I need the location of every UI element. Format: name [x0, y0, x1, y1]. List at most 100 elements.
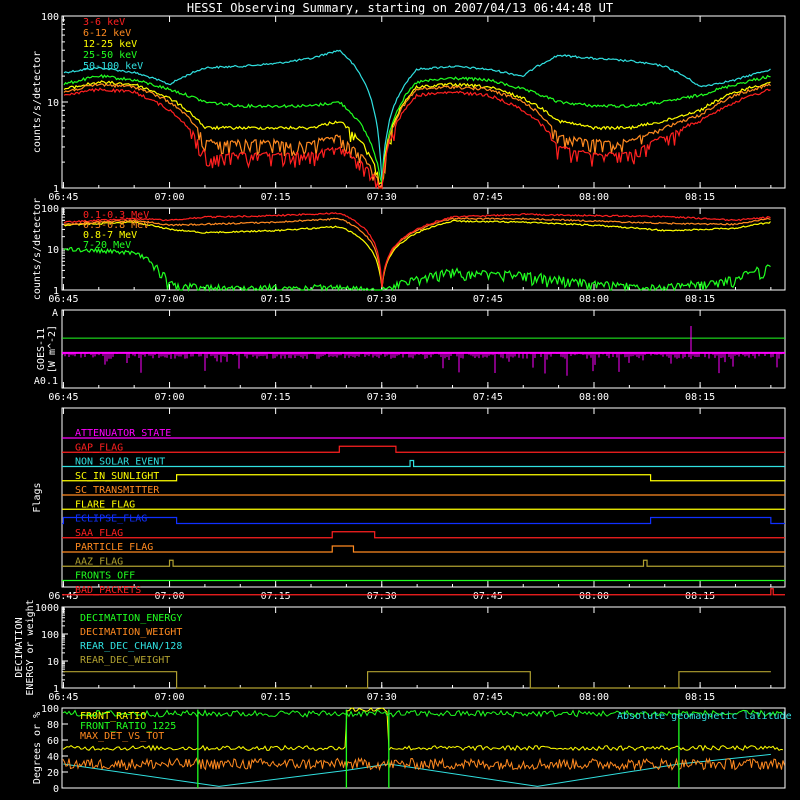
x-tick-label: 07:45 — [473, 392, 503, 403]
y-tick-label: 10 — [47, 657, 59, 668]
x-tick-label: 08:15 — [685, 692, 715, 703]
x-tick-label: 07:45 — [473, 692, 503, 703]
x-tick-label: 08:00 — [579, 591, 609, 602]
flag-label: PARTICLE_FLAG — [75, 542, 153, 553]
x-tick-label: 07:15 — [261, 192, 291, 203]
legend-entry: MAX_DET_VS_TOT — [80, 731, 164, 742]
x-tick-label: 08:00 — [579, 692, 609, 703]
x-tick-label: 07:15 — [261, 392, 291, 403]
y-tick-label: 100 — [41, 204, 59, 215]
flag-label: BAD_PACKETS — [75, 585, 141, 596]
y-tick-label: 10 — [47, 245, 59, 256]
series-line — [63, 246, 771, 293]
y-tick-label: 100 — [41, 12, 59, 23]
x-tick-label: 08:00 — [579, 392, 609, 403]
x-tick-label: 07:00 — [154, 294, 184, 305]
x-tick-label: 06:45 — [48, 591, 78, 602]
x-tick-label: 06:45 — [48, 392, 78, 403]
y-tick-label: 1 — [53, 184, 59, 195]
x-tick-label: 08:15 — [685, 294, 715, 305]
x-tick-label: 07:45 — [473, 192, 503, 203]
x-tick-label: 08:00 — [579, 192, 609, 203]
y-tick-label: 1 — [53, 286, 59, 297]
series-line — [62, 709, 784, 718]
y-axis-label: counts/s/detector — [32, 198, 43, 300]
legend-entry: 50-100 keV — [83, 61, 143, 72]
x-tick-label: 06:45 — [48, 192, 78, 203]
y-tick-label: 60 — [47, 736, 59, 747]
y-tick-label: 1 — [53, 684, 59, 695]
y-axis-label: Degrees or % — [32, 712, 43, 784]
legend-entry: REAR_DEC_CHAN/128 — [80, 641, 182, 652]
series-line — [63, 49, 771, 182]
x-tick-label: 06:45 — [48, 692, 78, 703]
y-tick-label: A — [52, 308, 58, 319]
x-tick-label: 07:45 — [473, 591, 503, 602]
flag-line — [62, 588, 785, 596]
x-tick-label: 07:30 — [367, 192, 397, 203]
x-tick-label: 07:15 — [261, 692, 291, 703]
x-tick-label: 08:15 — [685, 192, 715, 203]
y-tick-label: 80 — [47, 720, 59, 731]
series-line — [63, 73, 771, 184]
page-title: HESSI Observing Summary, starting on 200… — [187, 1, 613, 15]
flag-label: SC_TRANSMITTER — [75, 485, 160, 496]
plot-frame — [61, 407, 786, 588]
y-axis-label: [W m^-2] — [47, 325, 58, 373]
x-tick-label: 06:45 — [48, 294, 78, 305]
legend-entry: 7-20 MeV — [83, 240, 131, 251]
legend-entry: Absolute geomagnetic latitude — [617, 711, 792, 722]
flag-line — [62, 445, 785, 453]
y-tick-label: 100 — [41, 630, 59, 641]
flag-line — [62, 474, 785, 482]
legend-entry: FRONT_RATIO_1225 — [80, 721, 176, 732]
series-line — [63, 219, 771, 288]
series-line — [63, 212, 771, 288]
flag-line — [62, 545, 785, 553]
legend-entry: 0.1-0.3 MeV — [83, 210, 149, 221]
y-axis-label: GOES-11 — [36, 328, 47, 370]
flag-line — [62, 559, 785, 567]
y-tick-label: 10 — [47, 98, 59, 109]
series-line — [62, 756, 785, 772]
x-tick-label: 07:30 — [367, 591, 397, 602]
legend-entry: 12-25 keV — [83, 39, 137, 50]
legend-entry: DECIMATION_WEIGHT — [80, 627, 182, 638]
legend-entry: 25-50 keV — [83, 50, 137, 61]
series-line — [63, 671, 771, 689]
series-line — [62, 707, 784, 752]
y-tick-label: 20 — [47, 768, 59, 779]
y-axis-label: counts/s/detector — [32, 51, 43, 153]
flag-label: FRONTS_OFF — [75, 571, 135, 582]
x-tick-label: 07:00 — [154, 192, 184, 203]
flag-label: AAZ_FLAG — [75, 556, 123, 567]
x-tick-label: 08:15 — [685, 591, 715, 602]
flag-label: SC_IN_SUNLIGHT — [75, 471, 159, 482]
flag-line — [62, 516, 785, 525]
y-axis-label: DECIMATION — [14, 617, 25, 677]
y-axis-label: ENERGY or weight — [25, 599, 36, 695]
y-tick-label: 100 — [41, 704, 59, 715]
plot-frame — [61, 309, 786, 389]
x-tick-label: 07:30 — [367, 294, 397, 305]
flag-label: GAP_FLAG — [75, 442, 123, 453]
plot-frame — [61, 606, 786, 689]
legend-entry: 0.3-0.8 MeV — [83, 220, 149, 231]
x-tick-label: 07:00 — [154, 591, 184, 602]
y-tick-label: A0.1 — [34, 376, 58, 387]
legend-entry: 0.8-7 MeV — [83, 230, 137, 241]
plot-frame — [61, 707, 786, 789]
legend-entry: REAR_DEC_WEIGHT — [80, 655, 170, 666]
y-axis-label: Flags — [32, 482, 43, 512]
y-tick-label: 1000 — [35, 603, 59, 614]
x-tick-label: 08:15 — [685, 392, 715, 403]
y-tick-label: 40 — [47, 752, 59, 763]
legend-entry: 3-6 keV — [83, 17, 125, 28]
legend-entry: FRONT_RATIO — [80, 711, 146, 722]
x-tick-label: 08:00 — [579, 294, 609, 305]
flag-label: ATTENUATOR_STATE — [75, 428, 171, 439]
flag-label: ECLIPSE_FLAG — [75, 514, 147, 525]
flag-line — [62, 531, 785, 539]
x-tick-label: 07:15 — [261, 591, 291, 602]
